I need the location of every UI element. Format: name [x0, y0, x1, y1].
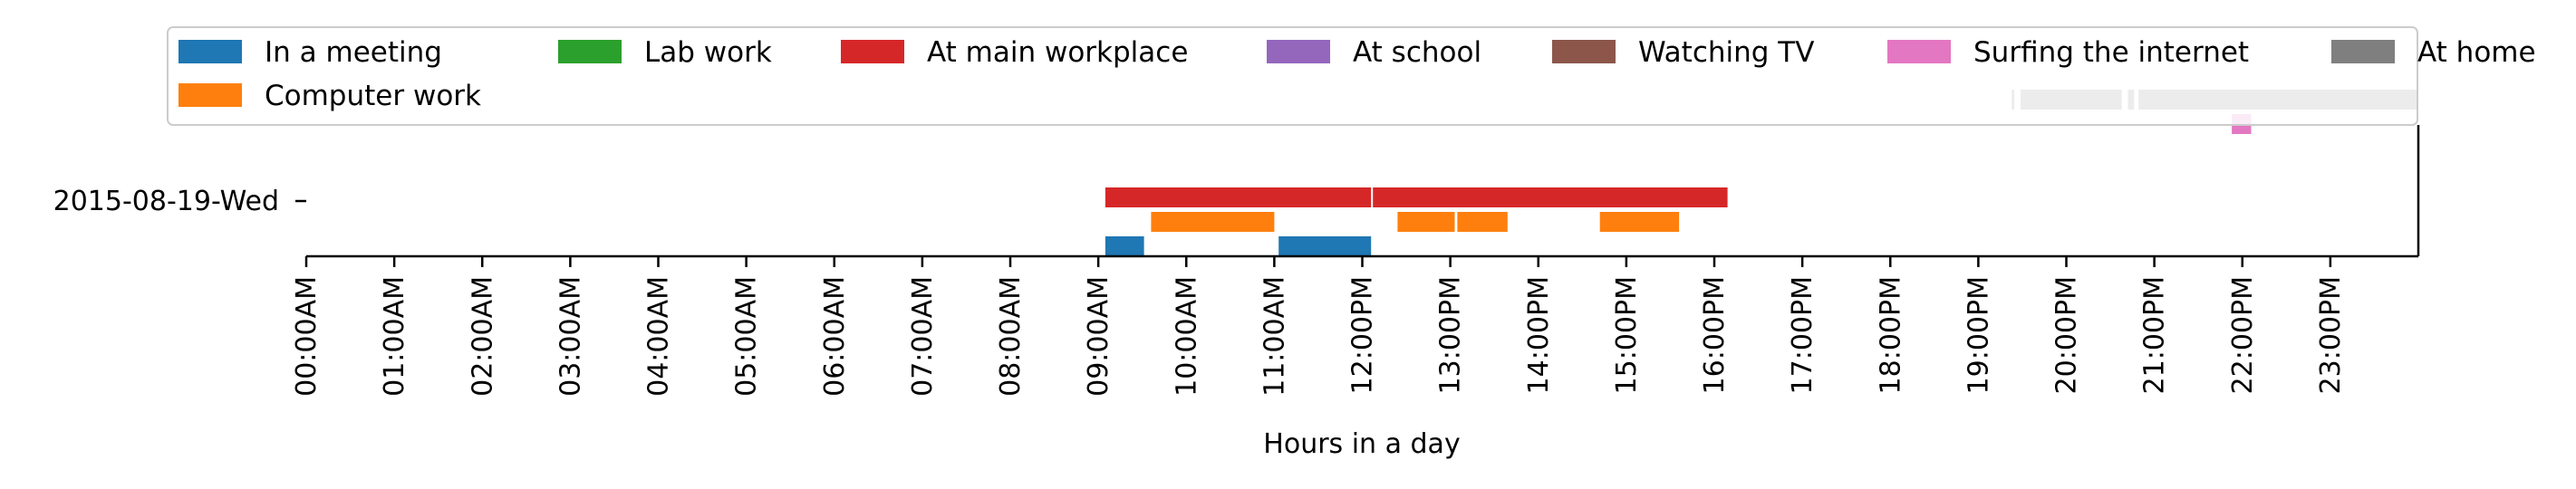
legend-label: Computer work [265, 80, 481, 112]
x-tick-label: 04:00AM [643, 276, 675, 397]
legend-swatch [178, 40, 242, 63]
x-tick-label: 15:00PM [1611, 276, 1643, 394]
legend-swatch [178, 83, 242, 107]
legend-swatch [841, 40, 904, 63]
x-tick-label: 11:00AM [1259, 276, 1290, 397]
y-axis-labels: 2015-08-19-Wed [53, 186, 306, 217]
x-tick-label: 16:00PM [1699, 276, 1731, 394]
x-tick-label: 20:00PM [2051, 276, 2083, 394]
x-tick-label: 17:00PM [1787, 276, 1819, 394]
x-axis-label: Hours in a day [1263, 428, 1460, 460]
x-tick-label: 23:00PM [2315, 276, 2347, 394]
bar-in-a-meeting-0 [1105, 236, 1144, 256]
legend-label: Lab work [644, 36, 772, 69]
x-tick-label: 13:00PM [1435, 276, 1467, 394]
bar-computer-work-0 [1151, 212, 1275, 232]
bar-computer-work-1 [1397, 212, 1455, 232]
legend-swatch [558, 40, 622, 63]
legend-label: At school [1353, 36, 1481, 69]
bar-at-main-workplace-0 [1105, 187, 1372, 207]
x-tick-label: 01:00AM [379, 276, 410, 397]
x-tick-label: 21:00PM [2139, 276, 2171, 394]
x-tick-label: 03:00AM [555, 276, 586, 397]
legend-swatch [1267, 40, 1330, 63]
y-tick-label: 2015-08-19-Wed [53, 186, 279, 217]
x-tick-label: 05:00AM [731, 276, 763, 397]
legend: In a meeting Lab work At main workplace At … [167, 26, 2536, 126]
bar-in-a-meeting-1 [1278, 236, 1372, 256]
legend-label: Surfing the internet [1973, 36, 2249, 69]
x-tick-label: 00:00AM [291, 276, 323, 397]
bar-at-main-workplace-1 [1373, 187, 1728, 207]
x-tick-label: 19:00PM [1963, 276, 1994, 394]
bar-computer-work-3 [1599, 212, 1680, 232]
legend-label: Watching TV [1638, 36, 1814, 69]
legend-swatch [1552, 40, 1616, 63]
x-tick-label: 10:00AM [1171, 276, 1202, 397]
legend-box [167, 26, 2418, 126]
x-tick-label: 18:00PM [1875, 276, 1906, 394]
bar-computer-work-2 [1457, 212, 1508, 232]
x-tick-label: 06:00AM [819, 276, 851, 397]
x-tick-label: 12:00PM [1347, 276, 1379, 394]
legend-label: In a meeting [265, 36, 442, 69]
legend-label: At main workplace [927, 36, 1188, 69]
x-tick-label: 08:00AM [995, 276, 1027, 397]
legend-label: At home [2417, 36, 2536, 69]
x-tick-label: 22:00PM [2227, 276, 2259, 394]
x-axis-ticks: 00:00AM 01:00AM 02:00AM 03:00AM 04:00AM 05:00… [291, 256, 2347, 397]
x-tick-label: 02:00AM [467, 276, 498, 397]
legend-swatch [1887, 40, 1951, 63]
x-tick-label: 07:00AM [907, 276, 939, 397]
legend-swatch [2331, 40, 2395, 63]
x-tick-label: 14:00PM [1523, 276, 1555, 394]
x-tick-label: 09:00AM [1083, 276, 1114, 397]
